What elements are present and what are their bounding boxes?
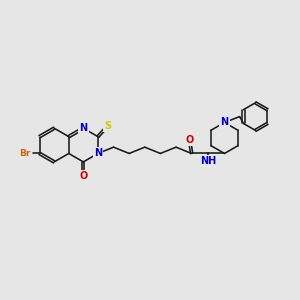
Text: Br: Br (19, 149, 30, 158)
Text: N: N (94, 148, 102, 158)
Text: N: N (79, 123, 87, 133)
Text: N: N (220, 118, 229, 128)
Text: O: O (79, 171, 88, 181)
Text: S: S (104, 121, 111, 131)
Text: O: O (185, 135, 194, 145)
Text: NH: NH (200, 156, 217, 167)
